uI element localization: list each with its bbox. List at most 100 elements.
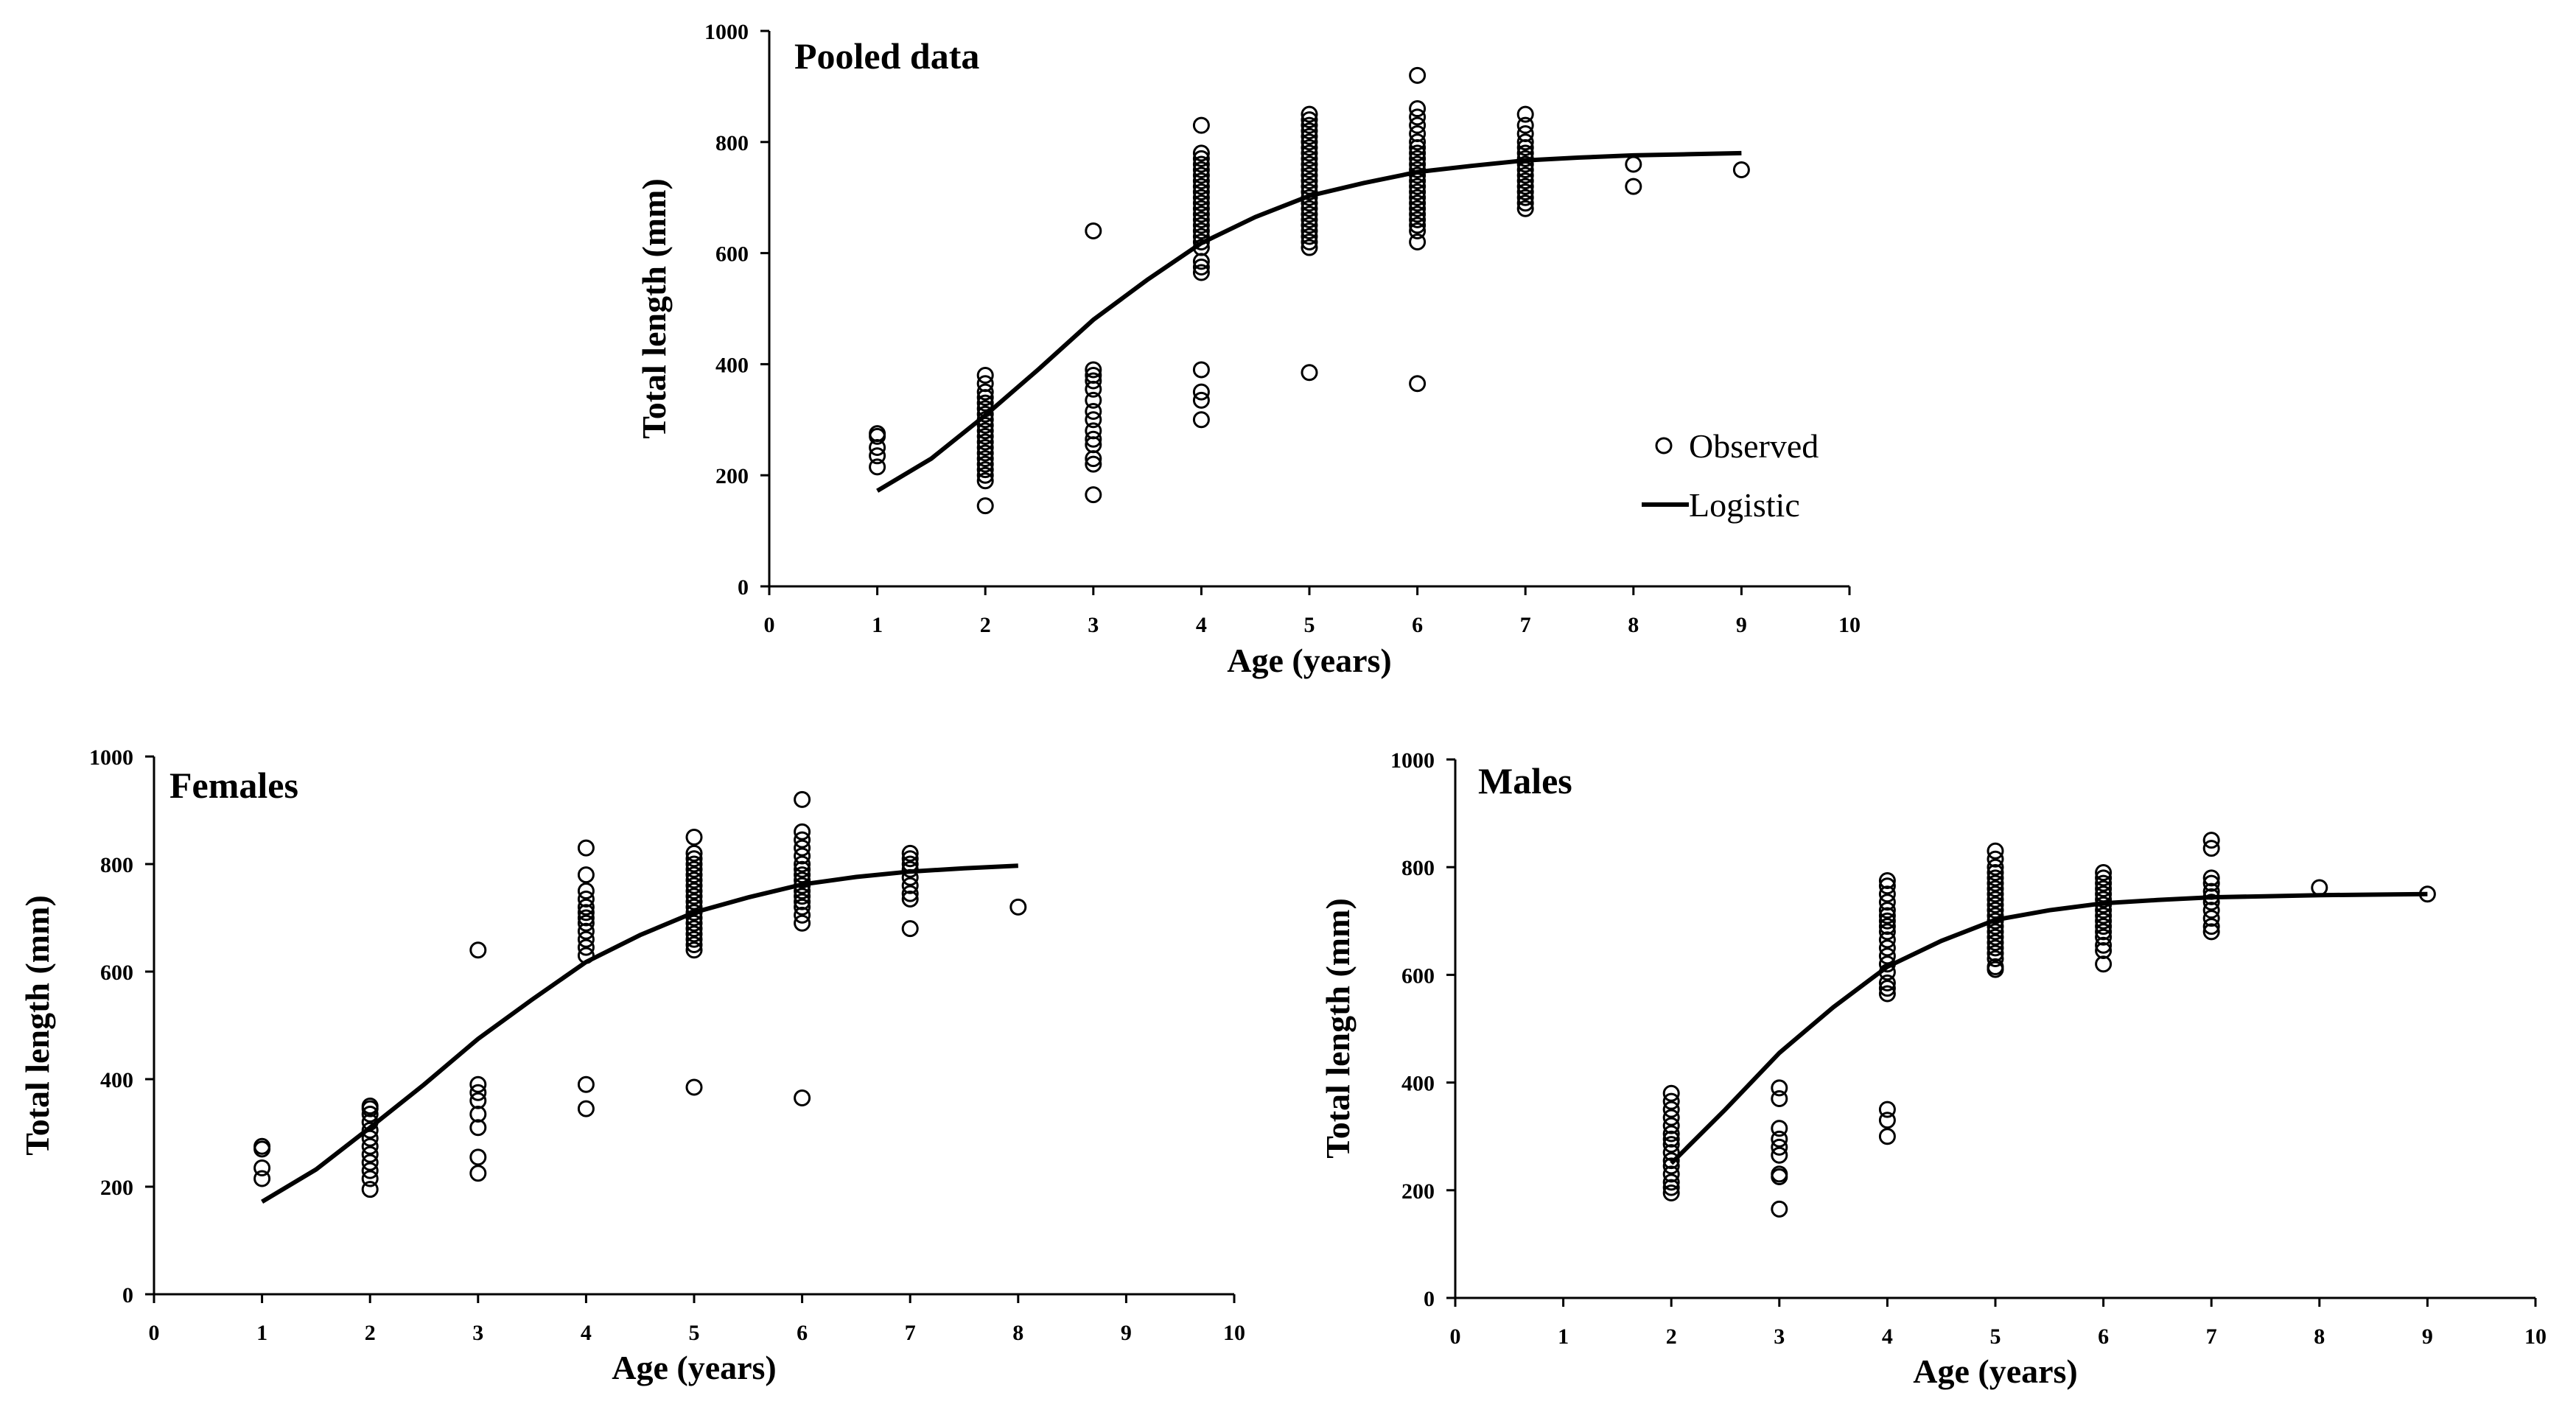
pooled-observed-point — [976, 444, 994, 462]
pooled-y-ticks: 0 200 400 600 800 1000 — [704, 20, 769, 600]
females-observed-point — [685, 829, 703, 846]
females-observed-point — [685, 877, 703, 894]
males-observed-point — [1987, 842, 2004, 860]
pooled-observed-point — [1732, 161, 1750, 178]
pooled-observed-point — [1192, 150, 1210, 167]
females-observed-point — [361, 1105, 379, 1123]
pooled-observed-point — [1516, 116, 1534, 134]
males-observed-point — [1878, 1112, 1896, 1129]
pooled-observed-point — [1192, 391, 1210, 409]
pooled-observed-point — [1409, 194, 1427, 212]
pooled-observed-point — [1192, 116, 1210, 134]
pooled-observed-point — [1409, 206, 1427, 223]
females-observed-point — [794, 898, 811, 916]
females-observed-point — [469, 1148, 487, 1166]
pooled-observed-point — [1516, 189, 1534, 206]
pooled-observed-point — [1301, 234, 1318, 251]
males-observed-point — [1987, 961, 2004, 978]
pooled-x-tick-label: 0 — [764, 613, 775, 637]
males-observed-point — [2202, 902, 2220, 919]
pooled-observed-point — [1516, 200, 1534, 217]
males-observed-point — [1987, 923, 2004, 941]
females-x-tick-label: 9 — [1121, 1321, 1132, 1345]
females-x-tick-label: 5 — [689, 1321, 700, 1345]
pooled-observed-point — [1192, 144, 1210, 162]
males-x-tick-label: 0 — [1450, 1324, 1461, 1349]
females-observed-point — [685, 871, 703, 889]
females-observed-point — [361, 1154, 379, 1171]
females-observed-point — [794, 823, 811, 840]
pooled-observed-point — [1301, 217, 1318, 234]
males-observed-point — [2095, 907, 2113, 924]
pooled-observed-point — [1192, 200, 1210, 217]
females-observed-point — [577, 930, 595, 948]
pooled-x-tick-label: 10 — [1838, 613, 1861, 637]
females-observed-point — [794, 831, 811, 849]
females-observed-point — [685, 866, 703, 884]
females-observed-point — [685, 920, 703, 938]
females-y-tick-label: 200 — [100, 1176, 133, 1200]
males-y-ticks: 0 200 400 600 800 1000 — [1390, 748, 1455, 1311]
pooled-observed-point — [1192, 211, 1210, 228]
males-observed-point — [2202, 894, 2220, 911]
pooled-observed-point — [1625, 155, 1642, 173]
pooled-observed-point — [1516, 133, 1534, 151]
females-observed-point — [361, 1121, 379, 1139]
females-observed-point — [901, 877, 919, 894]
pooled-observed-point — [976, 394, 994, 412]
females-observed-point — [794, 1089, 811, 1107]
males-observed-point — [1878, 918, 1896, 936]
pooled-observed-point — [1301, 228, 1318, 245]
pooled-observed-point — [1301, 161, 1318, 178]
males-observed-point — [1878, 985, 1896, 1003]
females-observed-point — [577, 890, 595, 908]
pooled-observed-point — [1301, 133, 1318, 151]
males-observed-point — [2095, 864, 2113, 882]
females-observed-point — [685, 860, 703, 878]
males-observed-point — [1878, 912, 1896, 930]
males-observed-point — [1878, 871, 1896, 889]
males-observed-point — [1878, 885, 1896, 903]
males-observed-point — [1987, 907, 2004, 924]
males-observed-point — [1771, 1079, 1788, 1097]
males-observed-point — [1771, 1120, 1788, 1137]
legend: Observed Logistic — [1642, 427, 1819, 524]
pooled-observed-point — [1409, 144, 1427, 162]
males-observed-point — [1662, 1117, 1680, 1134]
males-observed-point — [2202, 918, 2220, 936]
males-observed-point — [1662, 1179, 1680, 1196]
males-observed-point — [1987, 869, 2004, 887]
pooled-observed-point — [976, 450, 994, 468]
pooled-y-tick-label: 200 — [715, 464, 749, 488]
pooled-panel-title: Pooled data — [794, 35, 979, 77]
pooled-observed-point — [1409, 222, 1427, 239]
males-observed-point — [1662, 1084, 1680, 1102]
females-y-tick-label: 400 — [100, 1068, 133, 1092]
males-observed-point — [2202, 832, 2220, 849]
pooled-observed-point — [1409, 178, 1427, 195]
males-observed-point — [2095, 869, 2113, 887]
pooled-observed-point — [1516, 166, 1534, 184]
females-observed-point — [794, 855, 811, 873]
males-panel: 0 1 2 3 4 5 6 7 8 9 10 0 200 400 600 800 1000 Males Age… — [1319, 748, 2547, 1390]
males-observed-point — [2202, 869, 2220, 887]
females-observed-point — [469, 1084, 487, 1101]
pooled-observed-point — [1301, 172, 1318, 190]
males-observed-point — [1987, 885, 2004, 903]
males-y-tick-label: 400 — [1401, 1072, 1435, 1096]
pooled-observed-point — [869, 427, 886, 445]
females-x-tick-label: 0 — [149, 1321, 160, 1345]
pooled-observed-point — [1301, 116, 1318, 134]
males-x-tick-label: 8 — [2314, 1324, 2325, 1349]
females-observed-point — [794, 893, 811, 910]
pooled-observed-point — [1409, 217, 1427, 234]
males-x-tick-label: 3 — [1774, 1324, 1785, 1349]
pooled-observed-point — [976, 366, 994, 384]
pooled-x-tick-label: 6 — [1412, 613, 1423, 637]
pooled-observed-point — [976, 405, 994, 423]
males-observed-point — [1771, 1200, 1788, 1218]
males-y-tick-label: 0 — [1424, 1287, 1435, 1311]
males-observed-point — [1987, 944, 2004, 962]
males-observed-point — [1771, 1130, 1788, 1148]
